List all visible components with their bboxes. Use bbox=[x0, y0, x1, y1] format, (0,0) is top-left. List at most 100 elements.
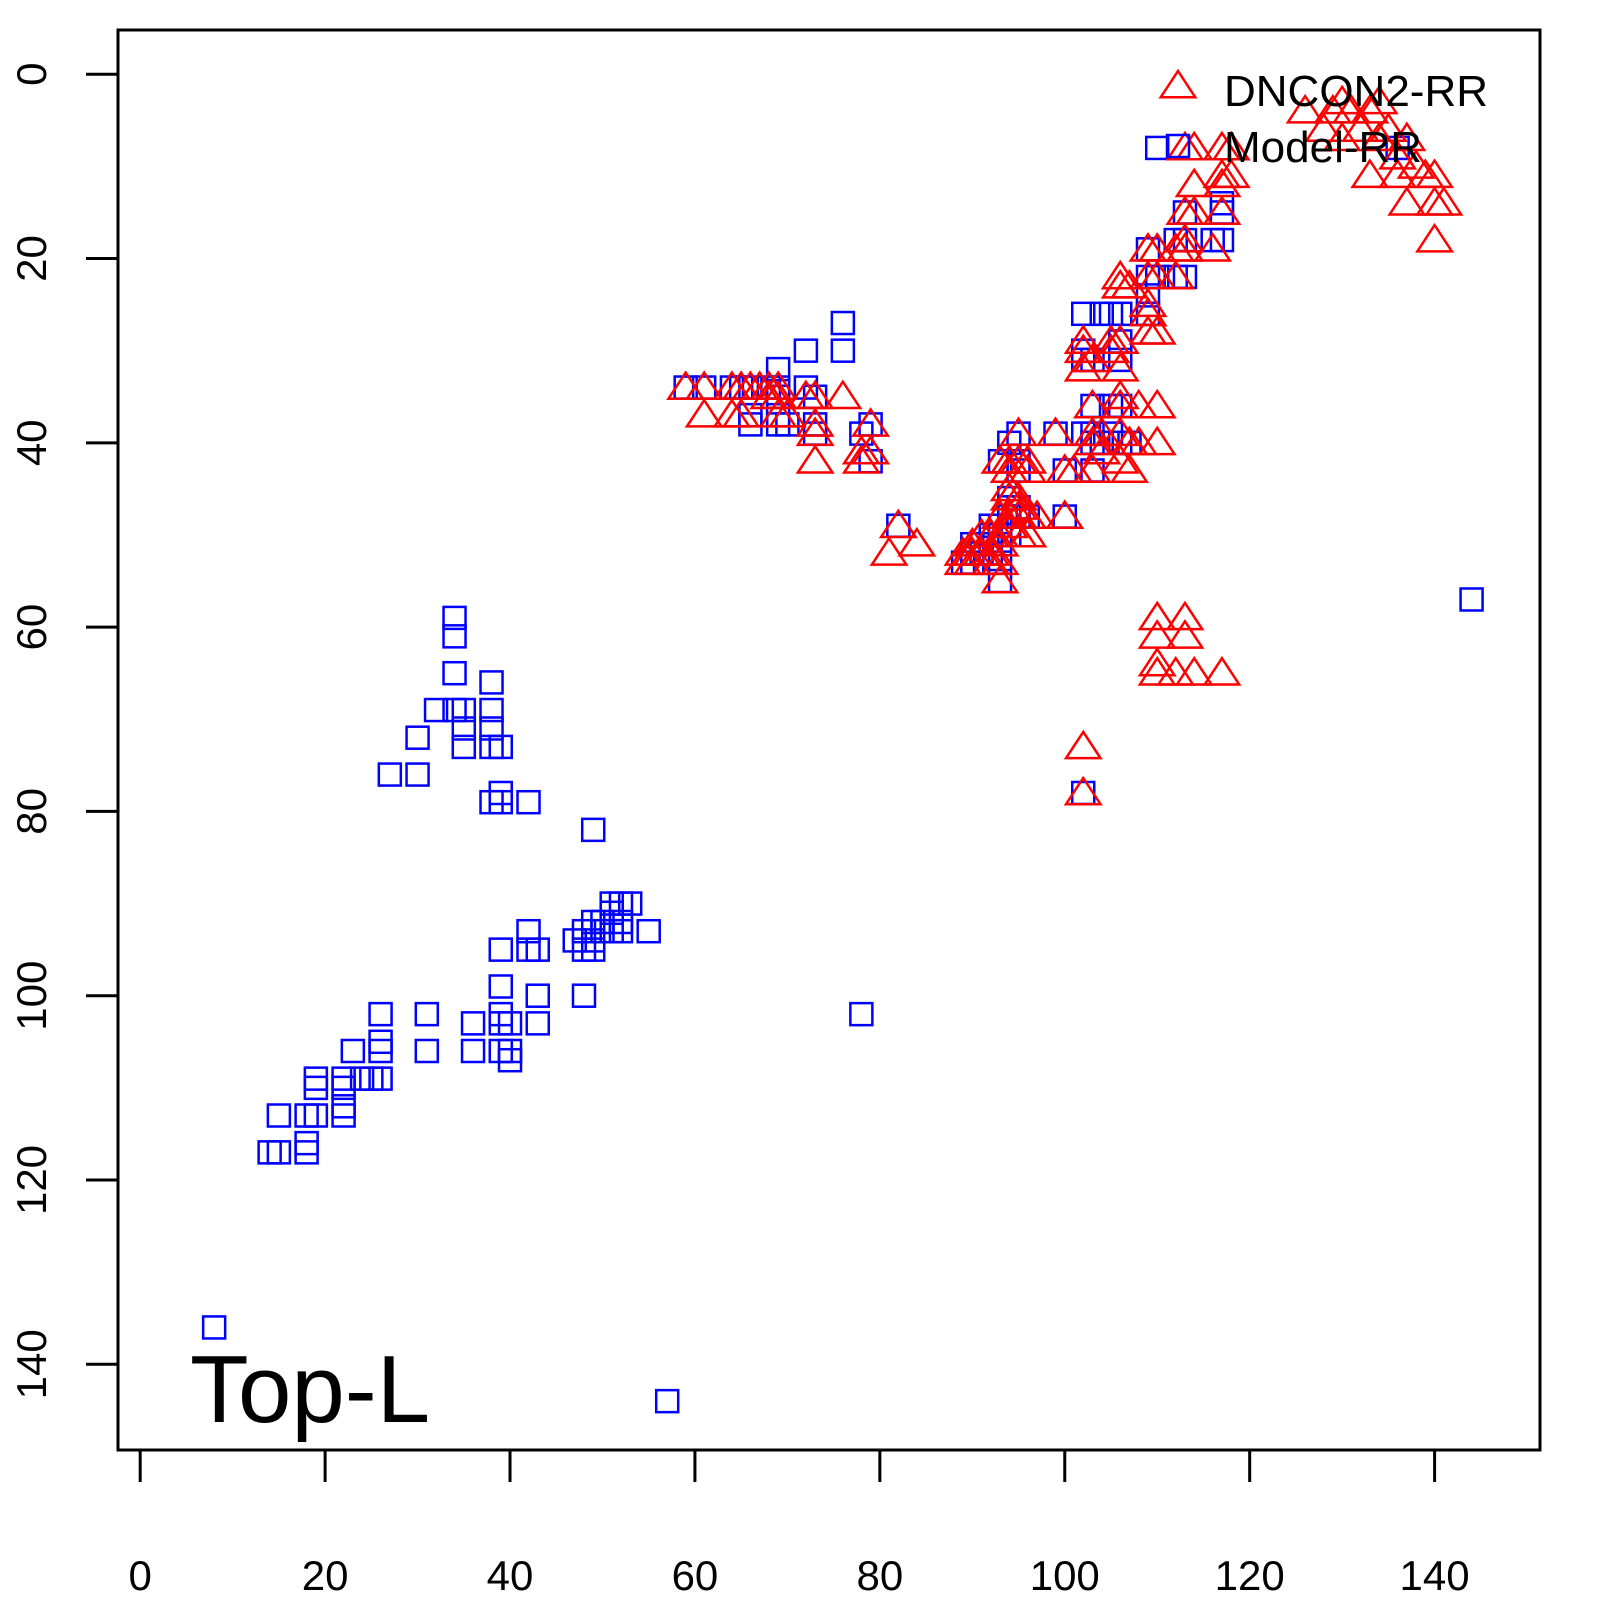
model-rr-point bbox=[405, 725, 430, 750]
model-rr-point bbox=[849, 1001, 874, 1027]
dncon2-rr-point bbox=[1137, 425, 1177, 456]
dncon2-rr-point bbox=[998, 490, 1039, 520]
dncon2-rr-point bbox=[721, 397, 761, 428]
model-rr-point bbox=[479, 670, 504, 695]
x-tick-label: 80 bbox=[856, 1552, 903, 1599]
y-tick-label: 60 bbox=[8, 604, 55, 651]
dncon2-rr-point bbox=[1063, 775, 1103, 806]
dncon2-rr-point bbox=[952, 526, 992, 557]
dncon2-rr-point bbox=[1165, 619, 1205, 649]
model-rr-point bbox=[793, 338, 819, 363]
model-rr-point bbox=[525, 937, 551, 962]
model-rr-point bbox=[830, 310, 856, 336]
dncon2-rr-point bbox=[943, 536, 983, 566]
dncon2-rr-point bbox=[989, 508, 1029, 539]
model-rr-point bbox=[442, 605, 467, 631]
dncon2-rr-point bbox=[1174, 130, 1214, 161]
dncon2-rr-point bbox=[1387, 185, 1427, 216]
dncon2-rr-point bbox=[1063, 351, 1103, 382]
model-rr-point bbox=[479, 697, 504, 723]
model-rr-point bbox=[654, 1388, 680, 1414]
model-rr-point bbox=[331, 1103, 356, 1128]
dncon2-rr-point bbox=[823, 379, 863, 410]
dncon2-rr-point bbox=[1165, 600, 1205, 631]
dncon2-rr-point bbox=[1072, 342, 1113, 373]
x-tick-label: 40 bbox=[487, 1552, 534, 1599]
dncon2-rr-point bbox=[1322, 84, 1362, 115]
model-rr-point bbox=[377, 762, 403, 787]
legend-label: DNCON2-RR bbox=[1224, 67, 1488, 116]
dncon2-rr-point bbox=[1202, 195, 1242, 225]
model-rr-point bbox=[636, 918, 661, 944]
model-rr-point bbox=[608, 918, 634, 944]
legend: DNCON2-RR Model-RR bbox=[1158, 67, 1488, 172]
model-rr-point bbox=[599, 900, 624, 926]
model-rr-point bbox=[571, 918, 597, 944]
dncon2-rr-point bbox=[1137, 388, 1177, 419]
model-rr-point bbox=[580, 937, 606, 962]
model-rr-point bbox=[571, 983, 597, 1008]
dncon2-rr-point bbox=[1137, 646, 1177, 677]
dncon2-rr-point bbox=[1072, 453, 1113, 483]
model-rr-point bbox=[303, 1103, 329, 1128]
dncon2-rr-point bbox=[980, 443, 1020, 474]
dncon2-rr-point bbox=[1091, 333, 1131, 364]
dncon2-rr-point bbox=[1128, 296, 1168, 327]
model-rr-point bbox=[460, 1038, 486, 1064]
dncon2-rr-point bbox=[1378, 158, 1418, 189]
legend-label: Model-RR bbox=[1224, 123, 1422, 172]
model-rr-point bbox=[525, 983, 551, 1008]
dncon2-rr-point bbox=[1285, 93, 1325, 124]
model-rr-point bbox=[580, 817, 606, 843]
model-rr-point bbox=[303, 1075, 329, 1101]
dncon2-rr-point bbox=[878, 508, 918, 539]
x-axis: 0 20 40 60 80 100 120 140 bbox=[129, 1448, 1470, 1599]
dncon2-rr-point bbox=[980, 526, 1020, 557]
model-rr-point bbox=[451, 716, 477, 741]
model-rr-point bbox=[451, 697, 477, 723]
y-tick-label: 20 bbox=[8, 235, 55, 282]
model-rr-point bbox=[1459, 587, 1484, 612]
dncon2-rr-point bbox=[1193, 232, 1233, 262]
model-rr-point bbox=[331, 1075, 356, 1101]
model-rr-point bbox=[479, 716, 504, 741]
model-rr-point bbox=[442, 660, 467, 686]
y-tick-label: 120 bbox=[8, 1145, 55, 1215]
dncon2-rr-point bbox=[1387, 121, 1427, 152]
dncon2-rr-point bbox=[869, 536, 909, 566]
dncon2-rr-point bbox=[1082, 434, 1122, 465]
model-rr-point bbox=[497, 1011, 523, 1036]
model-rr-point bbox=[1200, 227, 1225, 253]
model-rr-point bbox=[562, 928, 587, 953]
model-rr-point bbox=[516, 918, 541, 944]
model-rr-point bbox=[617, 891, 643, 916]
dncon2-rr-point bbox=[1100, 259, 1140, 290]
y-axis: 0 20 40 60 80 100 120 140 bbox=[8, 63, 120, 1399]
x-tick-label: 120 bbox=[1215, 1552, 1285, 1599]
data-marks bbox=[201, 84, 1484, 1414]
dncon2-rr-point bbox=[1350, 93, 1390, 124]
dncon2-rr-point bbox=[1045, 499, 1085, 530]
x-tick-label: 20 bbox=[302, 1552, 349, 1599]
dncon2-rr-point bbox=[1035, 416, 1076, 447]
x-tick-label: 0 bbox=[129, 1552, 152, 1599]
model-rr-point bbox=[266, 1103, 292, 1128]
model-rr-point bbox=[488, 734, 514, 760]
dncon2-rr-point bbox=[961, 517, 1002, 548]
dncon2-rr-point bbox=[767, 397, 807, 428]
model-rr-point bbox=[294, 1140, 319, 1165]
dncon2-rr-point bbox=[1359, 84, 1399, 115]
dncon2-rr-point bbox=[1008, 517, 1048, 548]
model-rr-point bbox=[414, 1001, 440, 1027]
dncon2-rr-point bbox=[1017, 499, 1057, 530]
model-rr-point bbox=[405, 762, 430, 787]
dncon2-rr-point bbox=[1322, 121, 1362, 152]
dncon2-rr-point bbox=[1109, 453, 1150, 483]
dncon2-rr-point bbox=[1304, 112, 1344, 143]
dncon2-rr-point bbox=[1415, 222, 1455, 253]
model-rr-point bbox=[793, 375, 819, 400]
x-tick-label: 140 bbox=[1400, 1552, 1470, 1599]
dncon2-rr-point bbox=[1165, 222, 1205, 253]
dncon2-rr-point bbox=[1100, 443, 1140, 474]
dncon2-rr-point bbox=[851, 434, 891, 465]
